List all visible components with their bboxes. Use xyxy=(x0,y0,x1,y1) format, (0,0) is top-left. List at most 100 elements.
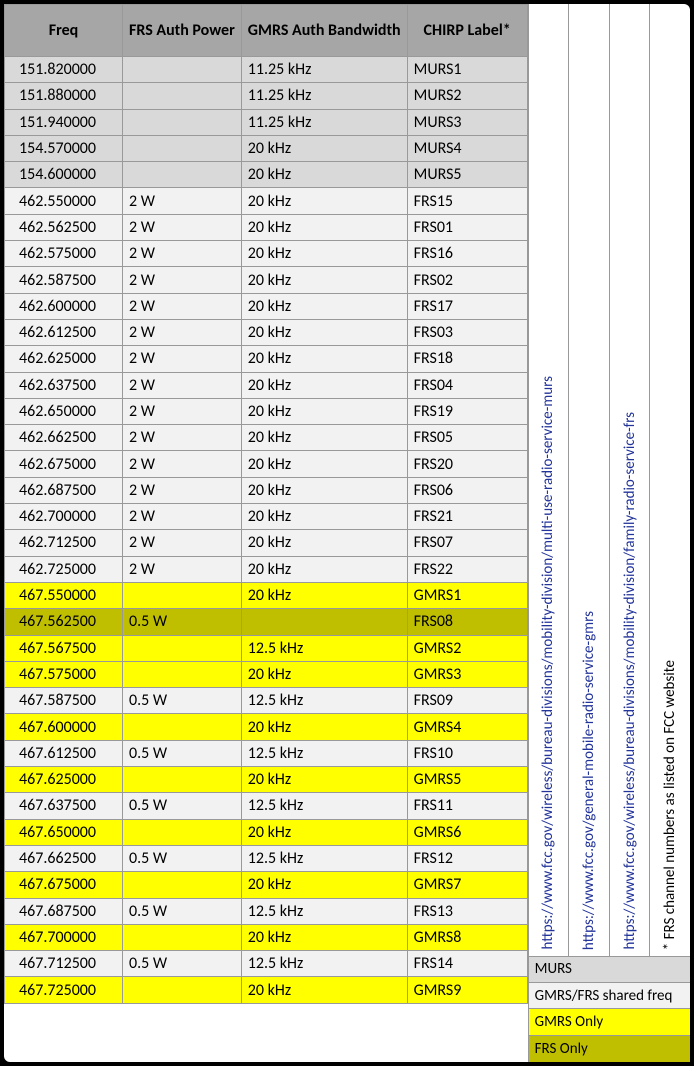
cell-freq: 467.575000 xyxy=(5,661,123,687)
cell-bandwidth: 20 kHz xyxy=(241,924,407,950)
cell-power xyxy=(123,924,242,950)
table-row: 467.67500020 kHzGMRS7 xyxy=(5,872,528,898)
cell-power: 2 W xyxy=(123,241,242,267)
cell-bandwidth: 20 kHz xyxy=(241,188,407,214)
cell-bandwidth: 12.5 kHz xyxy=(241,898,407,924)
cell-bandwidth: 20 kHz xyxy=(241,346,407,372)
table-row: 467.65000020 kHzGMRS6 xyxy=(5,819,528,845)
cell-bandwidth: 20 kHz xyxy=(241,425,407,451)
cell-chirp-label: FRS17 xyxy=(407,293,527,319)
table-row: 467.6375000.5 W12.5 kHzFRS11 xyxy=(5,793,528,819)
table-row: 154.60000020 kHzMURS5 xyxy=(5,162,528,188)
cell-power: 2 W xyxy=(123,372,242,398)
cell-bandwidth: 20 kHz xyxy=(241,135,407,161)
side-link-frs[interactable]: https://www.fcc.gov/wireless/bureau-divi… xyxy=(621,412,639,949)
cell-freq: 467.567500 xyxy=(5,635,123,661)
cell-bandwidth: 20 kHz xyxy=(241,162,407,188)
cell-freq: 462.637500 xyxy=(5,372,123,398)
cell-freq: 462.575000 xyxy=(5,241,123,267)
table-body: 151.82000011.25 kHzMURS1151.88000011.25 … xyxy=(5,57,528,1004)
page-container: Freq FRS Auth Power GMRS Auth Bandwidth … xyxy=(0,0,694,1066)
cell-power xyxy=(123,714,242,740)
table-row: 154.57000020 kHzMURS4 xyxy=(5,135,528,161)
cell-bandwidth: 20 kHz xyxy=(241,372,407,398)
cell-chirp-label: MURS3 xyxy=(407,109,527,135)
table-row: 467.5875000.5 W12.5 kHzFRS09 xyxy=(5,688,528,714)
cell-freq: 467.662500 xyxy=(5,845,123,871)
cell-power xyxy=(123,582,242,608)
cell-freq: 462.587500 xyxy=(5,267,123,293)
cell-bandwidth: 20 kHz xyxy=(241,556,407,582)
table-row: 151.88000011.25 kHzMURS2 xyxy=(5,83,528,109)
table-row: 467.60000020 kHzGMRS4 xyxy=(5,714,528,740)
cell-chirp-label: FRS16 xyxy=(407,241,527,267)
cell-power xyxy=(123,661,242,687)
cell-freq: 462.675000 xyxy=(5,451,123,477)
cell-freq: 462.612500 xyxy=(5,319,123,345)
table-row: 462.6000002 W20 kHzFRS17 xyxy=(5,293,528,319)
cell-bandwidth: 20 kHz xyxy=(241,582,407,608)
side-link-col-1: https://www.fcc.gov/wireless/bureau-divi… xyxy=(529,4,570,956)
cell-freq: 467.700000 xyxy=(5,924,123,950)
cell-power xyxy=(123,872,242,898)
cell-bandwidth: 20 kHz xyxy=(241,504,407,530)
cell-chirp-label: FRS18 xyxy=(407,346,527,372)
table-row: 462.7125002 W20 kHzFRS07 xyxy=(5,530,528,556)
side-panel: https://www.fcc.gov/wireless/bureau-divi… xyxy=(529,4,690,1062)
cell-bandwidth: 20 kHz xyxy=(241,767,407,793)
cell-bandwidth: 11.25 kHz xyxy=(241,57,407,83)
cell-power: 0.5 W xyxy=(123,898,242,924)
cell-power: 2 W xyxy=(123,477,242,503)
header-bandwidth: GMRS Auth Bandwidth xyxy=(241,5,407,57)
table-row: 462.7250002 W20 kHzFRS22 xyxy=(5,556,528,582)
side-link-gmrs[interactable]: https://www.fcc.gov/general-mobile-radio… xyxy=(580,611,598,950)
cell-power: 2 W xyxy=(123,504,242,530)
cell-power xyxy=(123,819,242,845)
cell-bandwidth xyxy=(241,609,407,635)
cell-chirp-label: FRS21 xyxy=(407,504,527,530)
table-row: 462.6750002 W20 kHzFRS20 xyxy=(5,451,528,477)
cell-power xyxy=(123,57,242,83)
cell-power xyxy=(123,135,242,161)
cell-bandwidth: 20 kHz xyxy=(241,319,407,345)
cell-bandwidth: 20 kHz xyxy=(241,714,407,740)
table-row: 462.6625002 W20 kHzFRS05 xyxy=(5,425,528,451)
cell-freq: 467.587500 xyxy=(5,688,123,714)
table-row: 462.6375002 W20 kHzFRS04 xyxy=(5,372,528,398)
frequency-table-wrap: Freq FRS Auth Power GMRS Auth Bandwidth … xyxy=(4,4,529,1062)
header-freq: Freq xyxy=(5,5,123,57)
cell-bandwidth: 12.5 kHz xyxy=(241,688,407,714)
cell-chirp-label: FRS09 xyxy=(407,688,527,714)
frequency-table: Freq FRS Auth Power GMRS Auth Bandwidth … xyxy=(4,4,528,1004)
cell-freq: 151.940000 xyxy=(5,109,123,135)
cell-freq: 467.550000 xyxy=(5,582,123,608)
table-row: 462.6500002 W20 kHzFRS19 xyxy=(5,398,528,424)
side-link-col-2: https://www.fcc.gov/general-mobile-radio… xyxy=(569,4,610,956)
cell-bandwidth: 20 kHz xyxy=(241,977,407,1003)
table-row: 462.5625002 W20 kHzFRS01 xyxy=(5,214,528,240)
cell-freq: 151.880000 xyxy=(5,83,123,109)
cell-freq: 462.700000 xyxy=(5,504,123,530)
cell-chirp-label: FRS01 xyxy=(407,214,527,240)
cell-freq: 467.712500 xyxy=(5,951,123,977)
cell-bandwidth: 12.5 kHz xyxy=(241,740,407,766)
cell-bandwidth: 20 kHz xyxy=(241,267,407,293)
cell-power: 2 W xyxy=(123,556,242,582)
cell-power xyxy=(123,977,242,1003)
cell-bandwidth: 20 kHz xyxy=(241,477,407,503)
cell-chirp-label: GMRS9 xyxy=(407,977,527,1003)
side-link-murs[interactable]: https://www.fcc.gov/wireless/bureau-divi… xyxy=(539,376,557,950)
cell-chirp-label: MURS2 xyxy=(407,83,527,109)
cell-chirp-label: MURS5 xyxy=(407,162,527,188)
cell-chirp-label: FRS04 xyxy=(407,372,527,398)
cell-power: 0.5 W xyxy=(123,951,242,977)
cell-chirp-label: FRS02 xyxy=(407,267,527,293)
cell-bandwidth: 20 kHz xyxy=(241,241,407,267)
table-header-row: Freq FRS Auth Power GMRS Auth Bandwidth … xyxy=(5,5,528,57)
cell-chirp-label: FRS13 xyxy=(407,898,527,924)
table-row: 467.7125000.5 W12.5 kHzFRS14 xyxy=(5,951,528,977)
cell-chirp-label: MURS4 xyxy=(407,135,527,161)
cell-freq: 467.562500 xyxy=(5,609,123,635)
cell-power: 0.5 W xyxy=(123,793,242,819)
cell-chirp-label: GMRS3 xyxy=(407,661,527,687)
